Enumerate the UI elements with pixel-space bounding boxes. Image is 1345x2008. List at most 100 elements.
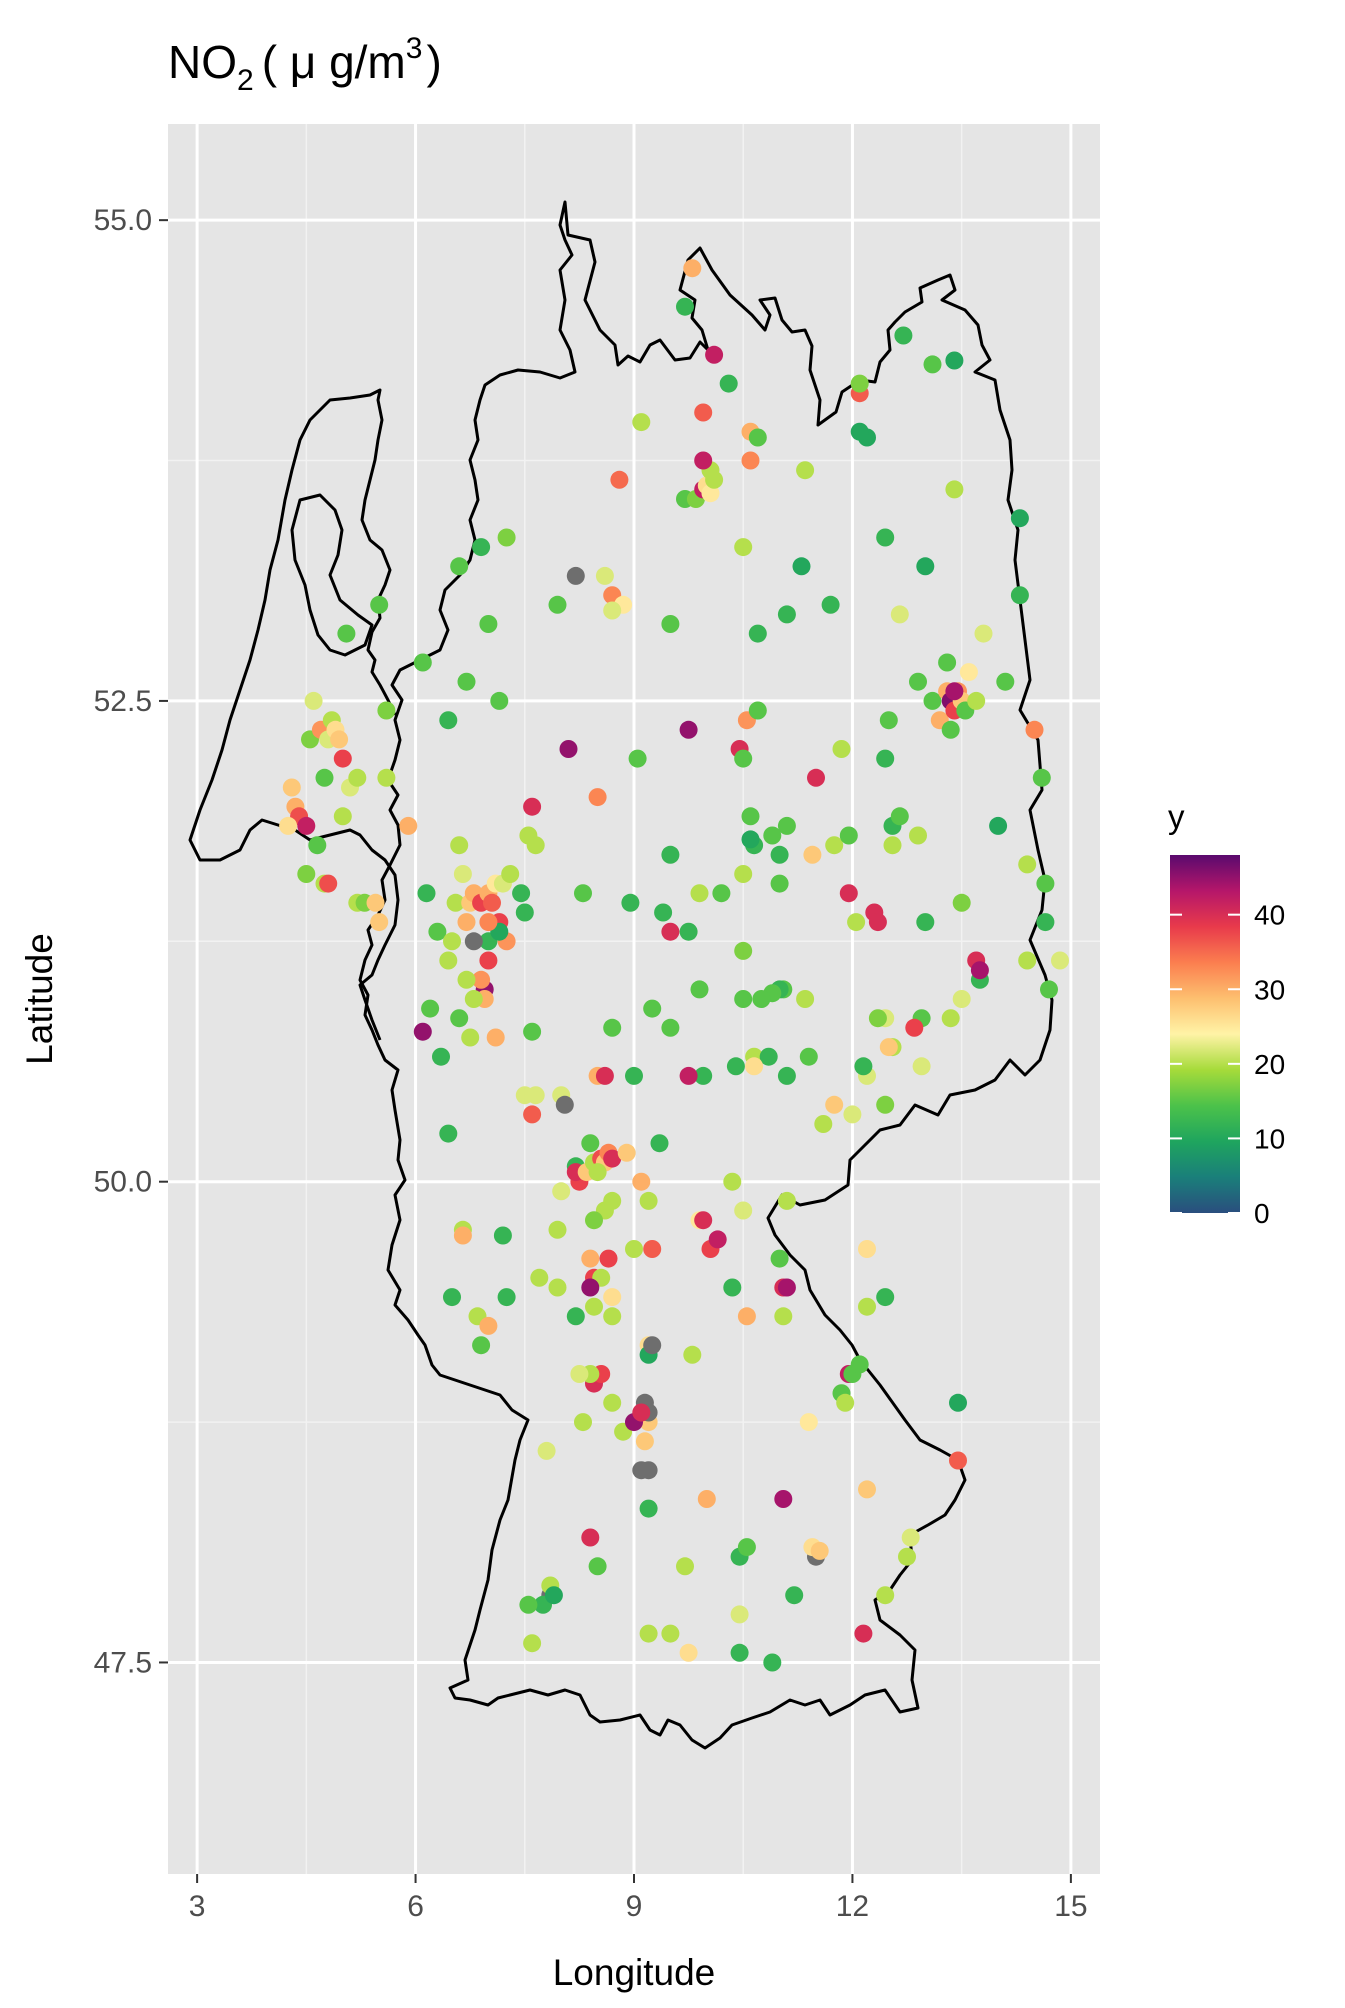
station-point xyxy=(570,1365,589,1383)
station-point xyxy=(683,1345,702,1364)
station-point xyxy=(679,720,698,739)
station-point xyxy=(1032,768,1051,787)
station-point xyxy=(905,1018,924,1037)
station-point xyxy=(548,1278,567,1297)
station-point xyxy=(737,1307,756,1326)
station-point xyxy=(625,1066,643,1085)
station-point xyxy=(621,893,640,912)
station-point xyxy=(635,1432,654,1451)
x-tick-label: 6 xyxy=(407,1890,424,1923)
station-point xyxy=(1018,951,1037,970)
station-point xyxy=(734,941,753,960)
station-point xyxy=(603,1288,622,1307)
station-point xyxy=(319,874,338,893)
station-point xyxy=(843,1105,862,1124)
station-point xyxy=(523,1105,542,1124)
station-point xyxy=(544,1586,563,1605)
station-point xyxy=(705,345,724,364)
station-point xyxy=(726,1057,745,1076)
station-point xyxy=(825,836,844,855)
station-point xyxy=(377,701,396,720)
station-point xyxy=(803,845,822,864)
station-point xyxy=(945,682,964,701)
station-point xyxy=(526,836,545,855)
station-point xyxy=(574,1413,592,1432)
station-point xyxy=(876,1288,895,1307)
station-point xyxy=(493,1226,512,1245)
station-point xyxy=(1010,586,1029,605)
station-point xyxy=(581,1134,600,1153)
station-point xyxy=(603,1149,622,1168)
x-tick-labels: 3 6 9 12 15 xyxy=(189,1890,1088,1923)
station-point xyxy=(566,566,585,585)
station-point xyxy=(479,1316,498,1335)
legend-label: 30 xyxy=(1254,974,1285,1005)
station-point xyxy=(694,1211,713,1230)
station-point xyxy=(796,461,815,480)
station-point xyxy=(337,624,356,643)
station-point xyxy=(650,1134,669,1153)
station-point xyxy=(617,1143,636,1162)
station-point xyxy=(796,990,815,1008)
x-tick-label: 12 xyxy=(836,1890,869,1923)
title-superscript: 3 xyxy=(406,32,423,65)
legend-ticks: 0 10 20 30 40 xyxy=(1170,900,1285,1229)
station-point xyxy=(879,1038,898,1057)
station-point xyxy=(676,297,694,316)
station-point xyxy=(479,951,498,970)
station-point xyxy=(526,1086,545,1105)
y-tick-label: 50.0 xyxy=(94,1166,152,1199)
station-point xyxy=(585,1211,603,1230)
ijsselmeer-shore xyxy=(290,493,374,657)
station-point xyxy=(730,1643,749,1662)
station-point xyxy=(574,884,592,903)
station-point xyxy=(1025,720,1044,739)
station-point xyxy=(399,816,418,835)
netherlands-border xyxy=(188,388,400,1041)
station-point xyxy=(548,595,567,614)
station-point xyxy=(690,884,709,903)
station-point xyxy=(879,711,898,730)
station-point xyxy=(555,1095,574,1114)
station-point xyxy=(734,865,753,883)
station-point xyxy=(741,807,760,826)
station-point xyxy=(748,624,767,643)
station-point xyxy=(734,538,753,557)
y-axis-title: Latitude xyxy=(19,933,60,1065)
station-point xyxy=(858,1297,876,1316)
station-point xyxy=(737,1538,756,1557)
station-point xyxy=(595,566,614,585)
station-point xyxy=(694,451,713,470)
station-point xyxy=(821,595,840,614)
station-point xyxy=(297,816,316,835)
station-point xyxy=(854,1057,873,1076)
station-point xyxy=(792,557,811,576)
station-point xyxy=(1010,509,1029,528)
station-point xyxy=(949,1393,967,1412)
station-point xyxy=(679,1643,698,1662)
station-point xyxy=(679,1066,698,1085)
station-point xyxy=(515,903,534,922)
station-point xyxy=(443,1288,461,1307)
station-point xyxy=(683,259,702,278)
station-point xyxy=(876,528,895,547)
station-point xyxy=(763,1653,782,1672)
station-point xyxy=(628,749,647,768)
station-point xyxy=(745,1057,764,1076)
station-point xyxy=(909,672,927,691)
station-point xyxy=(479,913,498,932)
color-legend: y 0 10 20 30 40 xyxy=(1168,798,1285,1229)
x-tick-label: 3 xyxy=(189,1890,206,1923)
station-point xyxy=(654,903,673,922)
y-tick-label: 55.0 xyxy=(94,204,152,237)
station-point xyxy=(377,768,396,787)
station-point xyxy=(836,1393,855,1412)
station-point xyxy=(457,913,476,932)
station-point xyxy=(748,428,767,447)
station-point xyxy=(741,830,760,849)
y-tick-label: 52.5 xyxy=(94,685,152,718)
station-point xyxy=(599,1249,618,1268)
station-point xyxy=(661,1018,680,1037)
station-point xyxy=(774,1307,793,1326)
